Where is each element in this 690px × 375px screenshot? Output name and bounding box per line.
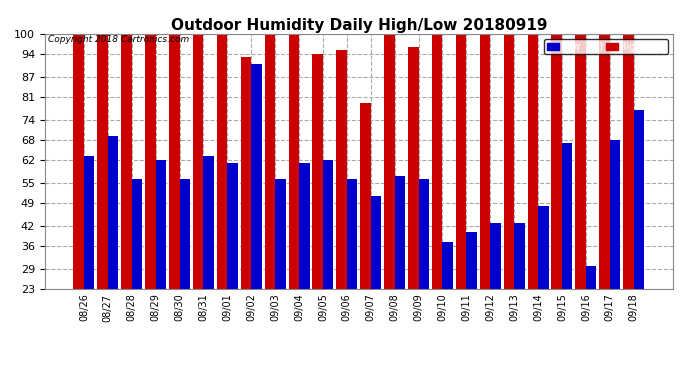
Bar bbox=[456, 34, 466, 365]
Bar bbox=[265, 34, 275, 365]
Title: Outdoor Humidity Daily High/Low 20180919: Outdoor Humidity Daily High/Low 20180919 bbox=[170, 18, 547, 33]
Bar bbox=[323, 160, 333, 365]
Bar bbox=[156, 160, 166, 365]
Bar bbox=[408, 47, 419, 365]
Bar bbox=[97, 34, 108, 365]
Bar bbox=[204, 156, 214, 365]
Bar bbox=[169, 34, 179, 365]
Bar bbox=[241, 57, 251, 365]
Bar bbox=[419, 180, 429, 365]
Bar bbox=[217, 34, 227, 365]
Bar bbox=[73, 34, 84, 365]
Bar bbox=[251, 63, 262, 365]
Bar bbox=[562, 143, 573, 365]
Bar bbox=[288, 34, 299, 365]
Bar bbox=[395, 176, 405, 365]
Bar bbox=[227, 163, 238, 365]
Bar bbox=[466, 232, 477, 365]
Bar bbox=[538, 206, 549, 365]
Bar bbox=[108, 136, 118, 365]
Bar bbox=[480, 34, 491, 365]
Bar bbox=[600, 34, 610, 365]
Bar bbox=[384, 34, 395, 365]
Bar bbox=[442, 242, 453, 365]
Bar bbox=[179, 180, 190, 365]
Bar bbox=[551, 34, 562, 365]
Bar bbox=[575, 34, 586, 365]
Bar bbox=[432, 34, 442, 365]
Bar bbox=[371, 196, 382, 365]
Bar bbox=[586, 266, 596, 365]
Bar bbox=[84, 156, 95, 365]
Bar bbox=[145, 34, 156, 365]
Legend: Low  (%), High  (%): Low (%), High (%) bbox=[544, 39, 668, 54]
Bar bbox=[275, 180, 286, 365]
Bar bbox=[121, 34, 132, 365]
Bar bbox=[528, 34, 538, 365]
Bar bbox=[491, 222, 501, 365]
Bar bbox=[360, 103, 371, 365]
Bar bbox=[336, 50, 347, 365]
Bar bbox=[514, 222, 524, 365]
Bar bbox=[299, 163, 310, 365]
Bar bbox=[347, 180, 357, 365]
Text: Copyright 2018 Cartronics.com: Copyright 2018 Cartronics.com bbox=[48, 35, 189, 44]
Bar bbox=[610, 140, 620, 365]
Bar bbox=[193, 34, 204, 365]
Bar bbox=[504, 34, 514, 365]
Bar bbox=[623, 34, 633, 365]
Bar bbox=[132, 180, 142, 365]
Bar bbox=[313, 54, 323, 365]
Bar bbox=[633, 110, 644, 365]
